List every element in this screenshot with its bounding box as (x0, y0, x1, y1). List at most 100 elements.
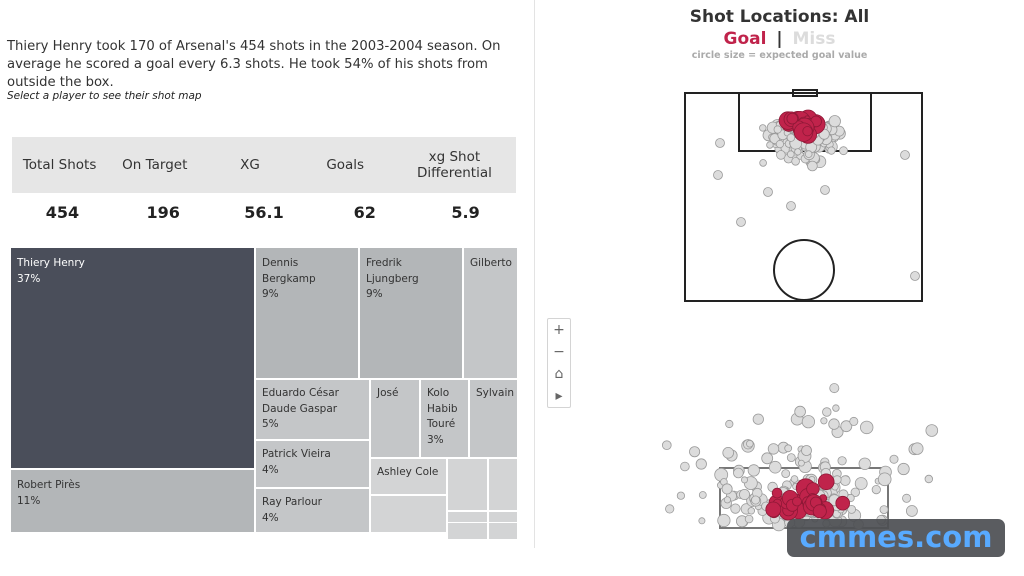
shot-miss[interactable] (822, 407, 832, 417)
shot-miss[interactable] (879, 505, 889, 515)
shot-miss[interactable] (676, 491, 685, 500)
treemap-tile-small[interactable] (447, 522, 488, 540)
shot-miss[interactable] (902, 493, 912, 503)
shot-miss[interactable] (786, 133, 796, 142)
shot-miss[interactable] (924, 474, 933, 484)
shot-miss[interactable] (837, 456, 847, 466)
shot-miss[interactable] (766, 141, 774, 149)
shot-miss[interactable] (662, 440, 672, 451)
shot-miss[interactable] (804, 150, 813, 158)
shot-goal[interactable] (771, 487, 783, 499)
shot-miss[interactable] (775, 140, 784, 149)
shot-miss[interactable] (911, 442, 924, 455)
shot-miss[interactable] (827, 146, 836, 155)
shot-miss[interactable] (839, 475, 851, 486)
shot-miss[interactable] (680, 461, 690, 472)
treemap-tile-small[interactable] (447, 458, 488, 511)
shot-miss[interactable] (767, 443, 780, 455)
shot-miss[interactable] (781, 469, 791, 479)
shot-goal[interactable] (792, 496, 802, 507)
shot-miss[interactable] (820, 185, 830, 195)
shot-goal[interactable] (835, 495, 851, 511)
shot-goal[interactable] (817, 473, 835, 491)
shot-miss[interactable] (759, 159, 767, 167)
shot-miss[interactable] (773, 125, 782, 134)
shot-miss[interactable] (829, 383, 840, 394)
treemap-tile-vieira[interactable]: Patrick Vieira 4% (255, 440, 370, 488)
shot-goal[interactable] (812, 504, 827, 519)
shot-miss[interactable] (761, 452, 774, 465)
shot-miss[interactable] (722, 446, 735, 459)
shot-miss[interactable] (740, 476, 748, 484)
home-icon[interactable]: ⌂ (554, 366, 564, 382)
treemap-tile-ljungberg[interactable]: Fredrik Ljungberg 9% (359, 247, 463, 379)
shot-miss[interactable] (784, 444, 793, 453)
shot-miss[interactable] (790, 475, 799, 483)
shot-miss[interactable] (847, 504, 857, 514)
shot-miss[interactable] (828, 418, 840, 430)
shot-miss[interactable] (910, 271, 920, 281)
shot-miss[interactable] (877, 472, 892, 487)
shot-miss[interactable] (786, 453, 796, 463)
shot-miss[interactable] (730, 503, 741, 514)
shot-miss[interactable] (747, 507, 755, 515)
shot-miss[interactable] (854, 477, 868, 490)
shot-miss[interactable] (858, 457, 872, 471)
shot-miss[interactable] (889, 454, 899, 464)
treemap-tile-toure[interactable]: Kolo Habib Touré 3% (420, 379, 469, 458)
shot-miss[interactable] (751, 495, 761, 505)
treemap-tile-pires[interactable]: Robert Pirès 11% (10, 469, 255, 533)
treemap-tile-parlour[interactable]: Ray Parlour 4% (255, 488, 370, 533)
shot-miss[interactable] (820, 417, 828, 425)
shot-miss[interactable] (752, 413, 764, 425)
shot-miss[interactable] (698, 491, 707, 499)
shot-miss[interactable] (733, 467, 744, 479)
shot-miss[interactable] (850, 487, 861, 498)
shot-miss[interactable] (725, 419, 734, 429)
shot-miss[interactable] (860, 420, 874, 435)
treemap-tile-gilberto[interactable]: Gilberto (463, 247, 518, 379)
shot-miss[interactable] (763, 187, 773, 197)
shot-miss[interactable] (839, 146, 848, 156)
shot-miss[interactable] (698, 517, 706, 525)
legend-goal[interactable]: Goal (723, 29, 767, 49)
shot-miss[interactable] (801, 445, 812, 456)
shot-miss[interactable] (665, 504, 675, 514)
shot-miss[interactable] (849, 416, 859, 426)
shot-miss[interactable] (746, 439, 754, 448)
treemap-tile-bergkamp[interactable]: Dennis Bergkamp 9% (255, 247, 359, 379)
shot-map-canvas[interactable] (535, 0, 1024, 576)
shot-miss[interactable] (832, 404, 840, 412)
treemap-tile-gaspar[interactable]: Eduardo César Daude Gaspar 5% (255, 379, 370, 440)
shot-miss[interactable] (840, 420, 853, 433)
shot-miss[interactable] (695, 458, 707, 470)
treemap-tile-small[interactable] (488, 458, 518, 511)
shot-miss[interactable] (759, 124, 767, 132)
shot-miss[interactable] (807, 160, 818, 172)
shot-miss[interactable] (717, 513, 731, 528)
shot-miss[interactable] (713, 170, 723, 180)
shot-miss[interactable] (797, 459, 805, 467)
zoom-out-button[interactable]: − (553, 344, 565, 360)
play-icon[interactable]: ▸ (555, 388, 563, 404)
shot-goal[interactable] (765, 501, 782, 518)
shot-miss[interactable] (900, 150, 910, 160)
shot-miss[interactable] (871, 484, 881, 495)
shot-goal[interactable] (802, 126, 813, 137)
shot-miss[interactable] (715, 138, 725, 148)
shot-miss[interactable] (689, 446, 701, 458)
shot-miss[interactable] (828, 115, 841, 128)
treemap-tile-small[interactable] (370, 495, 447, 533)
zoom-in-button[interactable]: + (553, 322, 565, 338)
shot-miss[interactable] (897, 462, 910, 476)
shot-miss[interactable] (794, 405, 806, 418)
shot-miss[interactable] (787, 150, 795, 159)
shot-miss[interactable] (786, 201, 796, 211)
shot-miss[interactable] (794, 148, 802, 156)
shot-miss[interactable] (744, 514, 754, 524)
treemap-tile-jose[interactable]: José (370, 379, 420, 458)
shot-miss[interactable] (723, 496, 731, 504)
treemap-tile-sylvain[interactable]: Sylvain (469, 379, 518, 458)
shot-miss[interactable] (721, 483, 733, 495)
legend-miss[interactable]: Miss (792, 29, 836, 49)
